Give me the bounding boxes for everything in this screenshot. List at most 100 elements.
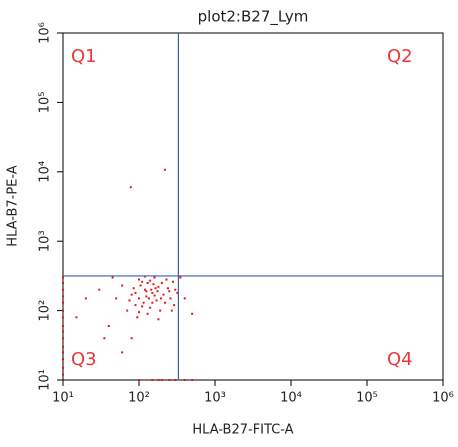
point bbox=[141, 280, 144, 283]
point bbox=[62, 288, 64, 291]
point bbox=[160, 379, 163, 381]
quadrant-label: Q3 bbox=[71, 349, 97, 370]
point bbox=[173, 304, 176, 307]
point bbox=[138, 297, 140, 300]
point bbox=[146, 312, 149, 315]
plot-frame bbox=[62, 32, 444, 381]
point bbox=[151, 379, 154, 381]
point bbox=[144, 288, 147, 291]
point bbox=[132, 287, 135, 290]
y-tick-label: 10⁶ bbox=[38, 22, 53, 44]
point bbox=[146, 281, 149, 284]
point bbox=[62, 324, 64, 327]
y-axis-label: HLA-B7-PE-A bbox=[6, 165, 21, 246]
y-tick-label: 10¹ bbox=[38, 369, 53, 391]
y-tick-label: 10² bbox=[38, 300, 53, 322]
point bbox=[136, 316, 139, 319]
x-tick-label: 10⁴ bbox=[280, 391, 302, 406]
point bbox=[130, 337, 133, 340]
point bbox=[153, 276, 156, 279]
point bbox=[151, 301, 154, 304]
point bbox=[169, 297, 172, 300]
point bbox=[134, 291, 137, 294]
point bbox=[168, 379, 171, 381]
point bbox=[165, 278, 168, 281]
point bbox=[115, 297, 118, 300]
point bbox=[111, 276, 114, 279]
point bbox=[126, 309, 129, 312]
point bbox=[130, 293, 133, 296]
point bbox=[138, 379, 140, 381]
point bbox=[142, 301, 145, 304]
point bbox=[163, 168, 166, 171]
point bbox=[62, 295, 64, 298]
point bbox=[62, 351, 64, 354]
point bbox=[62, 345, 64, 348]
point bbox=[98, 288, 101, 291]
point bbox=[129, 186, 132, 189]
point bbox=[145, 290, 148, 293]
point bbox=[157, 379, 160, 381]
y-tick-label: 10⁴ bbox=[38, 161, 53, 183]
y-tick-label: 10⁵ bbox=[38, 92, 53, 114]
x-tick-label: 10³ bbox=[204, 391, 226, 406]
x-tick-label: 10¹ bbox=[52, 391, 74, 406]
quadrant-label: Q2 bbox=[387, 46, 413, 67]
quadrant-label: Q1 bbox=[71, 46, 97, 67]
point bbox=[154, 287, 157, 290]
point bbox=[141, 305, 144, 308]
point bbox=[75, 316, 78, 319]
point bbox=[62, 276, 64, 279]
x-tick-label: 10⁶ bbox=[432, 391, 454, 406]
point bbox=[191, 312, 194, 315]
y-tick-label: 10³ bbox=[38, 230, 53, 252]
chart-title: plot2:B27_Lym bbox=[198, 8, 309, 27]
point bbox=[153, 294, 156, 297]
point bbox=[121, 351, 124, 354]
point bbox=[176, 291, 179, 294]
point bbox=[162, 293, 165, 296]
point bbox=[157, 285, 160, 288]
point bbox=[62, 316, 64, 319]
point bbox=[62, 301, 64, 304]
point bbox=[160, 281, 163, 284]
quadrant-label: Q4 bbox=[387, 349, 413, 370]
point bbox=[138, 311, 140, 314]
point bbox=[107, 324, 110, 327]
point bbox=[62, 358, 64, 361]
point bbox=[191, 379, 194, 381]
point bbox=[62, 373, 64, 376]
point bbox=[174, 288, 177, 291]
point bbox=[62, 337, 64, 340]
x-tick-label: 10⁵ bbox=[356, 391, 378, 406]
point bbox=[145, 295, 148, 298]
point bbox=[62, 309, 64, 312]
x-tick-label: 10² bbox=[128, 391, 150, 406]
point bbox=[84, 297, 87, 300]
point bbox=[152, 283, 155, 286]
point bbox=[174, 379, 177, 381]
point bbox=[168, 290, 171, 293]
point bbox=[164, 301, 167, 304]
point bbox=[157, 318, 160, 321]
point bbox=[160, 297, 163, 300]
point bbox=[128, 299, 131, 302]
point bbox=[171, 280, 174, 283]
point bbox=[62, 366, 64, 369]
x-axis-label: HLA-B27-FITC-A bbox=[192, 423, 293, 438]
point bbox=[183, 297, 186, 300]
point bbox=[134, 304, 137, 307]
point bbox=[155, 299, 158, 302]
point bbox=[62, 281, 64, 284]
point bbox=[151, 291, 154, 294]
point bbox=[147, 297, 150, 300]
point bbox=[139, 284, 142, 287]
point bbox=[149, 306, 152, 309]
point bbox=[156, 290, 159, 293]
point bbox=[138, 278, 140, 281]
point bbox=[149, 279, 152, 282]
point bbox=[150, 288, 153, 291]
point bbox=[121, 284, 124, 287]
point bbox=[62, 330, 64, 333]
